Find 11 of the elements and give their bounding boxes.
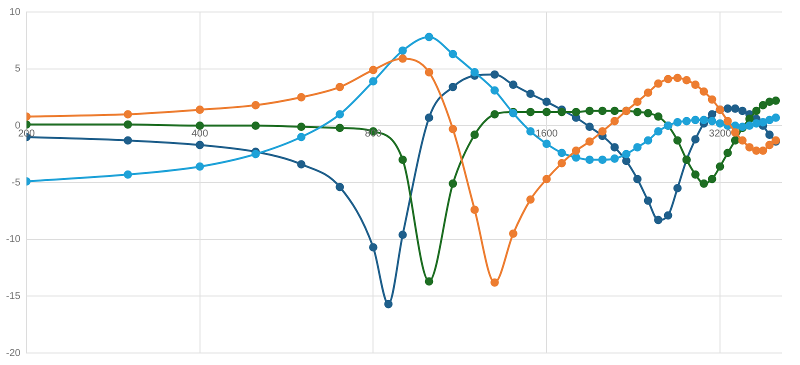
y-tick-label: -10 [6,234,21,246]
x-tick-label: 3200 [708,128,732,140]
x-tick-label: 200 [18,128,36,140]
y-tick-label: 10 [9,6,21,18]
y-tick-label: -20 [6,348,21,359]
y-tick-label: 0 [14,120,21,132]
y-tick-label: -5 [12,177,21,188]
x-tick-label: 1600 [535,128,558,140]
y-tick-label: -15 [6,290,21,302]
y-tick-label: 5 [14,64,21,75]
x-tick-label: 400 [191,128,209,140]
